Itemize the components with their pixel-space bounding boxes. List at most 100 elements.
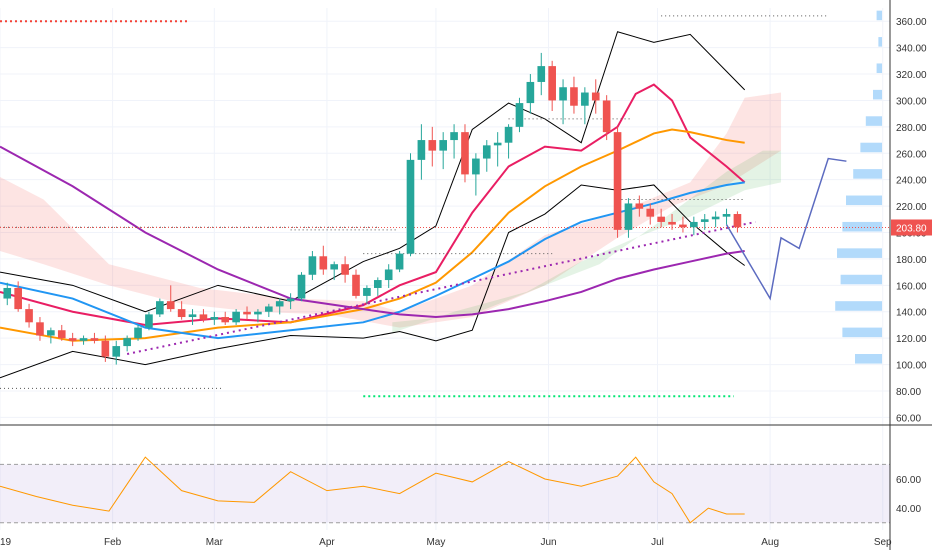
y-tick-label: 360.00 — [896, 17, 927, 28]
candles — [3, 52, 742, 365]
candle-body — [472, 158, 480, 175]
candle — [134, 324, 142, 341]
volume-profile-bar — [860, 142, 882, 153]
candle — [679, 216, 687, 233]
volume-profile-bar — [842, 221, 882, 232]
candle-body — [428, 140, 437, 151]
candle — [3, 282, 12, 306]
rsi-panel — [0, 456, 890, 524]
candle — [123, 335, 131, 352]
y-tick-label: 180.00 — [896, 255, 927, 266]
volume-profile-bar — [855, 354, 882, 364]
candle — [515, 97, 524, 133]
volume-profile-bar — [853, 169, 882, 179]
candle — [232, 309, 240, 325]
y-tick-label: 260.00 — [896, 149, 927, 160]
candle-body — [210, 317, 219, 320]
candle-body — [36, 322, 44, 336]
candle — [439, 132, 447, 170]
candle-body — [297, 274, 306, 299]
last-price-badge — [891, 219, 932, 236]
candle-body — [613, 132, 622, 230]
y-tick-label: 340.00 — [896, 44, 927, 55]
volume-profile-bar — [842, 327, 882, 338]
candle-body — [559, 87, 567, 101]
grid — [0, 8, 890, 530]
candle — [101, 335, 110, 362]
candle — [526, 74, 535, 114]
candle-body — [341, 264, 349, 275]
y-tick-label: 100.00 — [896, 361, 927, 372]
volume-profile-bar — [873, 89, 882, 100]
moving-average-3 — [0, 145, 745, 319]
candle — [570, 76, 578, 114]
candle-body — [450, 132, 458, 141]
candle — [14, 281, 22, 312]
candle — [548, 60, 556, 112]
candle-body — [417, 140, 426, 160]
rsi-band — [0, 464, 890, 523]
candle — [504, 124, 513, 159]
projection-path — [725, 157, 847, 301]
candle-body — [221, 317, 230, 323]
candle-body — [722, 214, 731, 217]
candle — [363, 285, 371, 304]
candle-body — [363, 287, 371, 296]
candle — [493, 132, 502, 167]
bollinger-upper — [0, 31, 746, 313]
candle-body — [156, 301, 164, 315]
candle — [384, 264, 393, 288]
candle — [308, 250, 317, 281]
candle — [156, 298, 164, 318]
candle-body — [657, 216, 665, 222]
candle-body — [679, 224, 687, 228]
candle — [581, 87, 589, 125]
candle-body — [384, 269, 393, 281]
candle — [428, 126, 437, 167]
bollinger-lower — [0, 184, 745, 379]
moving-average-1 — [0, 128, 745, 342]
volume-profile-bar — [835, 301, 882, 311]
last-price-label: 203.80 — [896, 223, 927, 234]
candle-body — [482, 145, 491, 159]
candle-body — [537, 66, 546, 82]
y-tick-label: 140.00 — [896, 308, 927, 319]
volume-profile-bar — [865, 116, 882, 126]
candle-body — [308, 256, 317, 275]
candle — [330, 261, 339, 281]
candle-body — [700, 219, 709, 222]
x-tick-label: Feb — [104, 537, 122, 548]
candle-body — [25, 309, 33, 323]
candle — [47, 327, 55, 344]
cloud-green — [392, 150, 782, 333]
candle-body — [90, 338, 99, 341]
candle-body — [243, 311, 251, 315]
candle — [613, 126, 622, 238]
candle-body — [515, 103, 524, 127]
candle-body — [123, 338, 131, 347]
candle — [25, 303, 33, 328]
candle-body — [439, 140, 447, 151]
candle-body — [57, 330, 66, 339]
candle — [417, 124, 426, 180]
candle-body — [668, 221, 676, 225]
y-tick-label: 120.00 — [896, 334, 927, 345]
candle — [341, 256, 349, 283]
y-tick-label: 220.00 — [896, 202, 927, 213]
candle-body — [79, 338, 88, 341]
candle-body — [591, 92, 600, 101]
x-tick-label: Jul — [651, 537, 664, 548]
candle — [722, 208, 731, 225]
candle — [472, 153, 480, 196]
candle-body — [188, 314, 197, 318]
candle — [591, 79, 600, 114]
candle-body — [101, 340, 110, 357]
candle — [319, 245, 328, 275]
volume-profile-bar — [840, 274, 882, 285]
candle-body — [406, 159, 415, 254]
candle-body — [254, 311, 262, 315]
volume-profile-bar — [846, 195, 882, 206]
rsi-line — [0, 456, 745, 524]
